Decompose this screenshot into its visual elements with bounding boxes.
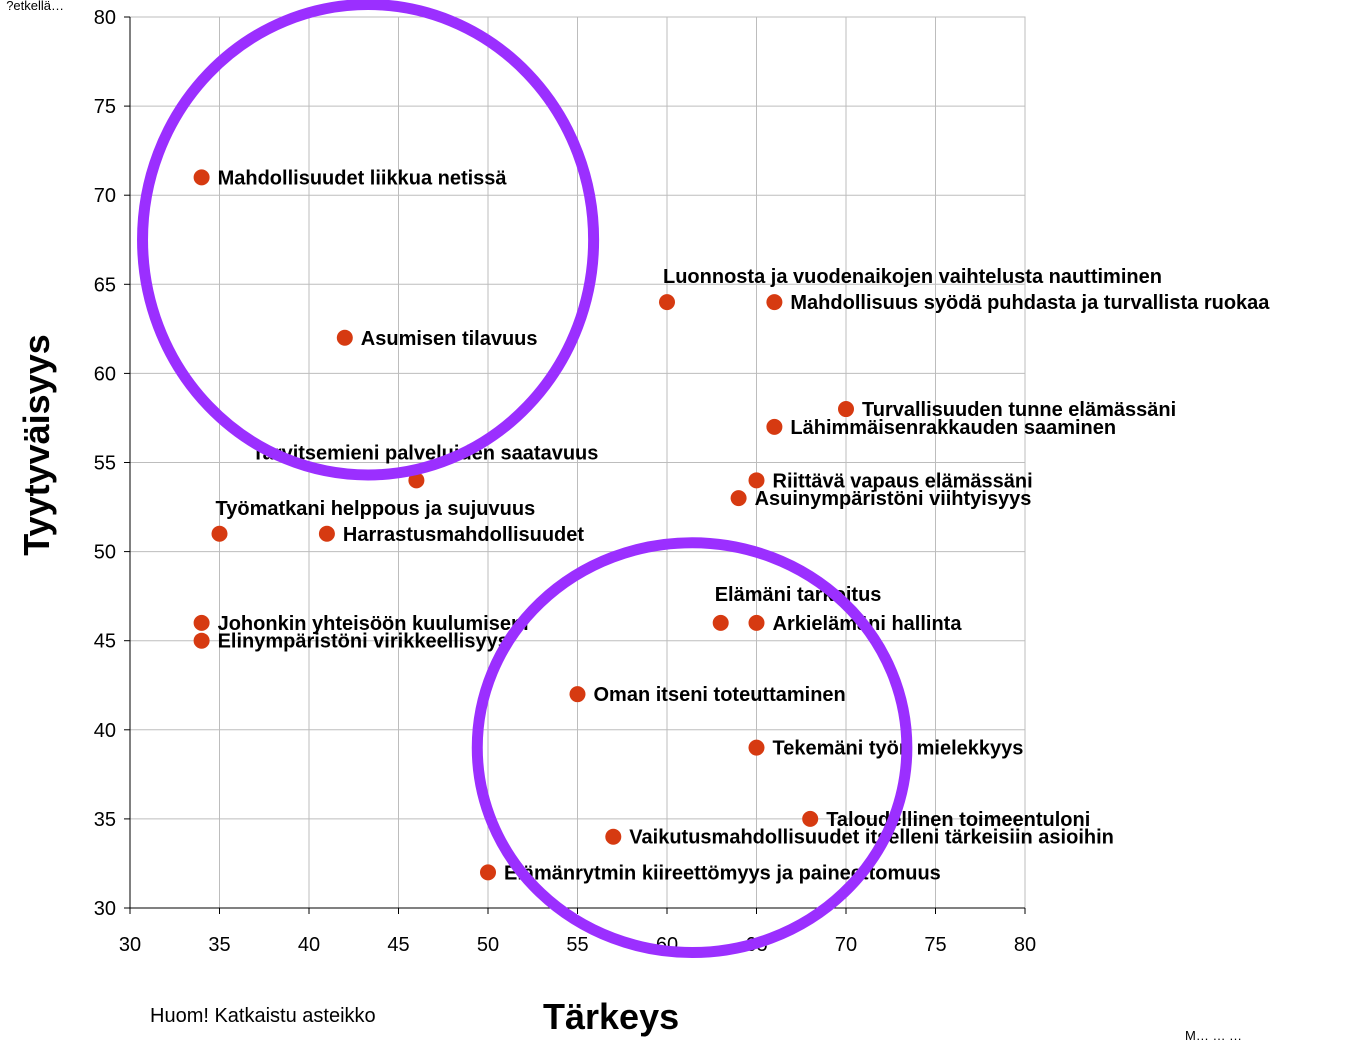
point-label: Oman itseni toteuttaminen (594, 684, 846, 706)
data-point (712, 614, 729, 631)
data-points (193, 169, 854, 881)
data-point (802, 810, 819, 827)
data-point (766, 418, 783, 435)
point-label: Turvallisuuden tunne elämässäni (862, 399, 1176, 421)
data-point (748, 739, 765, 756)
point-label: Työmatkani helppous ja sujuvuus (216, 498, 536, 520)
data-point (193, 614, 210, 631)
y-tick-label: 65 (94, 274, 116, 296)
truncated-question-text: …etkellä? (6, 0, 64, 13)
point-label: Elinympäristöni virikkeellisyys (218, 631, 509, 653)
y-tick-label: 40 (94, 720, 116, 742)
y-tick-label: 75 (94, 96, 116, 118)
data-point (193, 632, 210, 649)
y-tick-label: 70 (94, 185, 116, 207)
data-point (211, 525, 228, 542)
x-tick-label: 50 (477, 934, 499, 956)
highlight-ellipse (137, 0, 600, 481)
scale-note: Huom! Katkaistu asteikko (150, 1005, 376, 1027)
point-label: Mahdollisuudet liikkua netissä (218, 167, 508, 189)
data-point (838, 401, 854, 418)
x-axis-title: Tärkeys (543, 996, 680, 1037)
highlight-circles (137, 0, 913, 959)
y-tick-label: 55 (94, 453, 116, 475)
point-label: Lähimmäisenrakkauden saaminen (790, 417, 1116, 439)
y-tick-label: 80 (94, 7, 116, 29)
x-tick-label: 55 (566, 934, 588, 956)
point-label: Elämänrytmin kiireettömyys ja paineettom… (504, 862, 941, 884)
point-label: Johonkin yhteisöön kuulumiseni (218, 613, 529, 635)
y-axis-title: Tyytyväisyys (16, 334, 57, 556)
y-tick-label: 30 (94, 898, 116, 920)
point-label: Luonnosta ja vuodenaikojen vaihtelusta n… (663, 266, 1162, 288)
y-tick-label: 45 (94, 631, 116, 653)
x-tick-label: 75 (924, 934, 946, 956)
data-point (605, 828, 622, 845)
x-tick-label: 40 (298, 934, 320, 956)
point-label: Vaikutusmahdollisuudet itselleni tärkeis… (629, 827, 1114, 849)
point-label: Elämäni tarkoitus (715, 584, 882, 606)
point-label: Harrastusmahdollisuudet (343, 524, 585, 546)
data-point (318, 525, 335, 542)
data-point (336, 329, 353, 346)
y-tick-label: 60 (94, 363, 116, 385)
data-point (569, 686, 586, 703)
x-tick-label: 45 (387, 934, 409, 956)
x-tick-label: 35 (208, 934, 230, 956)
point-label: Mahdollisuus syödä puhdasta ja turvallis… (790, 292, 1270, 314)
y-tick-label: 35 (94, 809, 116, 831)
data-point (480, 864, 496, 881)
data-point (193, 169, 210, 186)
tick-labels: 30 35 40 45 50 55 60 65 70 75 80303540455055606570… (94, 7, 1036, 956)
data-point (748, 472, 765, 489)
axes (124, 16, 1026, 914)
point-labels: Mahdollisuudet liikkua netissä Asumisen t… (216, 167, 1271, 884)
point-label: Asuinympäristöni viihtyisyys (755, 488, 1032, 510)
data-point (408, 472, 425, 489)
x-tick-label: 30 (119, 934, 141, 956)
x-tick-label: 70 (835, 934, 857, 956)
data-point (730, 490, 747, 507)
point-label: Tarvitsemieni palveluiden saatavuus (252, 442, 598, 464)
data-point (748, 614, 765, 631)
footer-text: M… … … (1185, 1028, 1243, 1043)
point-label: Asumisen tilavuus (361, 328, 538, 350)
highlight-ellipse (471, 537, 913, 959)
x-tick-label: 80 (1014, 934, 1036, 956)
data-point (659, 294, 675, 311)
point-label: Riittävä vapaus elämässäni (773, 470, 1033, 492)
data-point (766, 294, 783, 311)
point-label: Tekemäni työn mielekkyys (773, 738, 1024, 760)
y-tick-label: 50 (94, 542, 116, 564)
